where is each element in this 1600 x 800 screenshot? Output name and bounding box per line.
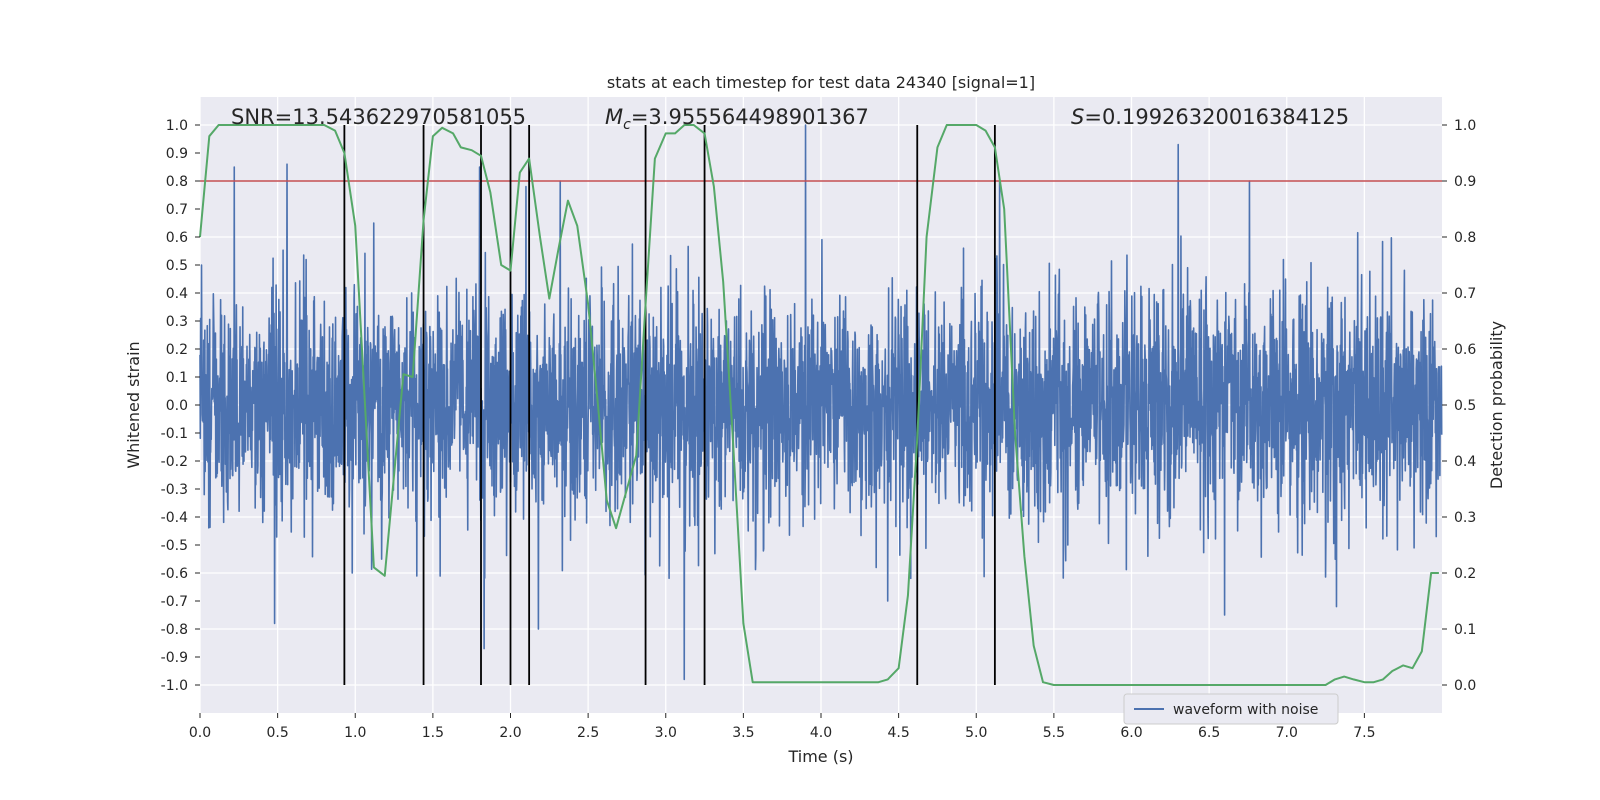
right-tick-label: 0.1 <box>1454 622 1476 638</box>
chirp-mass-value: =3.955564498901367 <box>631 105 869 129</box>
y-tick-label: 0.4 <box>166 286 188 302</box>
chirp-mass-symbol: M <box>605 105 623 129</box>
s-annotation: S=0.19926320016384125 <box>1071 105 1349 129</box>
y-tick-label: 0.6 <box>166 230 188 246</box>
y-axis-label: Whitened strain <box>124 341 143 468</box>
x-tick-label: 7.0 <box>1276 725 1298 741</box>
y-tick-label: -0.2 <box>161 454 188 470</box>
x-axis-label: Time (s) <box>787 747 853 766</box>
right-tick-label: 0.8 <box>1454 230 1476 246</box>
x-tick-label: 0.5 <box>266 725 288 741</box>
y-tick-label: 0.5 <box>166 258 188 274</box>
y-tick-label: -1.0 <box>161 678 188 694</box>
x-tick-label: 2.5 <box>577 725 599 741</box>
right-tick-label: 0.0 <box>1454 678 1476 694</box>
x-tick-label: 6.0 <box>1120 725 1142 741</box>
right-tick-label: 0.6 <box>1454 342 1476 358</box>
y-tick-label: 0.9 <box>166 146 188 162</box>
y-tick-label: 0.8 <box>166 174 188 190</box>
x-tick-label: 2.0 <box>499 725 521 741</box>
x-tick-label: 3.5 <box>732 725 754 741</box>
x-axis-ticks: 0.0 0.5 1.0 1.5 2.0 2.5 3.0 3.5 4.0 4.5 5.0 5.5 6.0 6… <box>189 713 1376 741</box>
x-tick-label: 0.0 <box>189 725 211 741</box>
x-tick-label: 6.5 <box>1198 725 1220 741</box>
s-value: =0.19926320016384125 <box>1084 105 1349 129</box>
y-tick-label: 0.2 <box>166 342 188 358</box>
chirp-mass-annotation: Mc=3.955564498901367 <box>605 105 869 133</box>
y-tick-label: -0.3 <box>161 482 188 498</box>
y-tick-label: -0.4 <box>161 510 188 526</box>
y-axis-ticks: 1.0 0.9 0.8 0.7 0.6 0.5 0.4 0.3 0.2 0.1 0.0 -0.1 -0.… <box>161 118 200 694</box>
y-tick-label: 0.0 <box>166 398 188 414</box>
chart-title: stats at each timestep for test data 243… <box>607 73 1035 92</box>
right-axis-label: Detection probability <box>1487 321 1506 489</box>
y-tick-label: -0.1 <box>161 426 188 442</box>
chirp-mass-subscript: c <box>623 117 631 133</box>
right-tick-label: 0.9 <box>1454 174 1476 190</box>
x-tick-label: 5.0 <box>965 725 987 741</box>
series-detection-probability <box>199 124 1439 686</box>
snr-annotation: SNR=13.543622970581055 <box>231 105 526 129</box>
right-tick-label: 0.7 <box>1454 286 1476 302</box>
y-tick-label: 0.7 <box>166 202 188 218</box>
legend-label: waveform with noise <box>1173 702 1318 718</box>
right-tick-label: 1.0 <box>1454 118 1476 134</box>
y-tick-label: -0.7 <box>161 594 188 610</box>
right-tick-label: 0.5 <box>1454 398 1476 414</box>
x-tick-label: 4.0 <box>810 725 832 741</box>
x-tick-label: 1.0 <box>344 725 366 741</box>
legend-box <box>1123 693 1339 725</box>
x-tick-label: 5.5 <box>1043 725 1065 741</box>
x-tick-label: 7.5 <box>1353 725 1375 741</box>
y-tick-label: -0.6 <box>161 566 188 582</box>
y-tick-label: -0.5 <box>161 538 188 554</box>
y-tick-label: 0.1 <box>166 370 188 386</box>
y-tick-label: -0.9 <box>161 650 188 666</box>
x-tick-label: 1.5 <box>422 725 444 741</box>
legend: waveform with noise <box>1123 693 1339 725</box>
y-tick-label: 1.0 <box>166 118 188 134</box>
y-tick-label: 0.3 <box>166 314 188 330</box>
right-tick-label: 0.4 <box>1454 454 1476 470</box>
vertical-markers <box>343 125 996 685</box>
detection-probability-line <box>199 124 1439 686</box>
s-symbol: S <box>1071 105 1084 129</box>
right-tick-label: 0.3 <box>1454 510 1476 526</box>
right-tick-label: 0.2 <box>1454 566 1476 582</box>
x-tick-label: 3.0 <box>655 725 677 741</box>
right-axis-ticks: 1.0 0.9 0.8 0.7 0.6 0.5 0.4 0.3 0.2 0.1 0.0 <box>1442 118 1476 694</box>
x-tick-label: 4.5 <box>887 725 909 741</box>
y-tick-label: -0.8 <box>161 622 188 638</box>
